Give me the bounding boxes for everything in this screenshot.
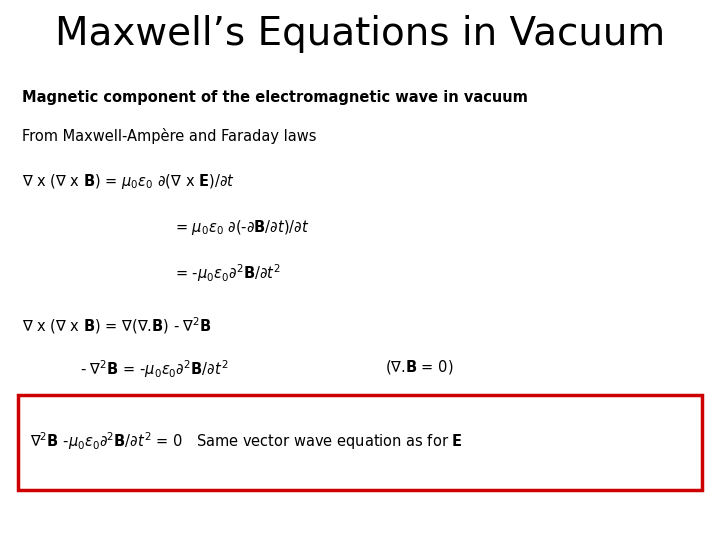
Bar [18, 395, 702, 490]
Text: $\nabla$ x ($\nabla$ x $\mathbf{B}$) = $\nabla$($\nabla$.$\mathbf{B}$) - $\nabla: $\nabla$ x ($\nabla$ x $\mathbf{B}$) = $… [22, 315, 212, 336]
Text: Maxwell’s Equations in Vacuum: Maxwell’s Equations in Vacuum [55, 15, 665, 53]
Text: Magnetic component of the electromagnetic wave in vacuum: Magnetic component of the electromagneti… [22, 90, 528, 105]
Text: $\nabla^2\mathbf{B}$ -$\mu_0\varepsilon_0\partial^2\mathbf{B}/\partial t^2$ = 0 : $\nabla^2\mathbf{B}$ -$\mu_0\varepsilon_… [30, 430, 463, 451]
Text: = -$\mu_0\varepsilon_0\partial^2\mathbf{B}/\partial t^2$: = -$\mu_0\varepsilon_0\partial^2\mathbf{… [175, 262, 281, 284]
Text: = $\mu_0\varepsilon_0$ $\partial$(-$\partial\mathbf{B}$/$\partial t$)/$\partial : = $\mu_0\varepsilon_0$ $\partial$(-$\par… [175, 218, 310, 237]
Text: $\nabla$ x ($\nabla$ x $\mathbf{B}$) = $\mu_0\varepsilon_0$ $\partial$($\nabla$ : $\nabla$ x ($\nabla$ x $\mathbf{B}$) = $… [22, 172, 235, 191]
Text: - $\nabla^2\mathbf{B}$ = -$\mu_0\varepsilon_0\partial^2\mathbf{B}/\partial t^2$: - $\nabla^2\mathbf{B}$ = -$\mu_0\varepsi… [80, 358, 228, 380]
Text: From Maxwell-Ampère and Faraday laws: From Maxwell-Ampère and Faraday laws [22, 128, 317, 144]
Text: ($\nabla$.$\mathbf{B}$ = 0): ($\nabla$.$\mathbf{B}$ = 0) [385, 358, 454, 376]
